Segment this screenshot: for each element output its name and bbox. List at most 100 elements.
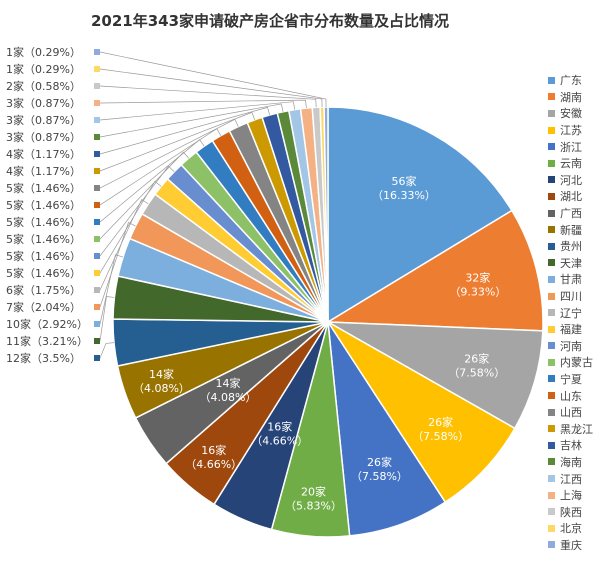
leader-swatch (94, 66, 100, 72)
legend-item: 福建 (548, 321, 593, 338)
legend-swatch (548, 292, 555, 300)
legend-swatch (548, 109, 555, 117)
legend-swatch (548, 275, 555, 283)
legend-label: 福建 (560, 323, 582, 337)
data-label: 16家（4.66%） (185, 443, 242, 471)
leader-swatch (94, 321, 100, 327)
legend-item: 广东 (548, 72, 593, 89)
legend-item: 四川 (548, 288, 593, 305)
data-label: 14家（4.08%） (133, 367, 190, 395)
legend-label: 重庆 (560, 538, 582, 552)
legend-swatch (548, 508, 555, 516)
legend-label: 云南 (560, 157, 582, 171)
data-label: 6家（1.75%） (6, 283, 81, 297)
leader-swatch (94, 304, 100, 310)
pie-slice-安徽 (327, 321, 544, 430)
legend-item: 湖南 (548, 89, 593, 106)
legend-swatch (548, 358, 555, 366)
data-label: 12家（3.5%） (6, 351, 81, 365)
data-label: 20家（5.83%） (285, 485, 342, 513)
legend-item: 浙江 (548, 138, 593, 155)
data-label: 26家（7.58%） (412, 415, 469, 443)
legend-swatch (548, 441, 555, 449)
legend-label: 北京 (560, 522, 582, 536)
legend-item: 山西 (548, 404, 593, 421)
legend-item: 黑龙江 (548, 420, 593, 437)
data-label: 5家（1.46%） (6, 181, 81, 195)
legend-item: 河北 (548, 172, 593, 189)
pie-slice-江苏 (327, 321, 516, 504)
leader-swatch (94, 270, 100, 276)
legend-label: 四川 (560, 290, 582, 304)
data-label: 5家（1.46%） (6, 249, 81, 263)
legend-item: 新疆 (548, 221, 593, 238)
legend-label: 宁夏 (560, 372, 582, 386)
leader-line (94, 99, 307, 109)
legend-swatch (548, 425, 555, 433)
legend-swatch (548, 309, 555, 317)
leader-swatch (94, 185, 100, 191)
leader-swatch (94, 338, 100, 344)
leader-line (94, 51, 327, 108)
legend-label: 湖南 (560, 90, 582, 104)
data-label: 7家（2.04%） (6, 300, 81, 314)
legend-item: 湖北 (548, 188, 593, 205)
legend-label: 内蒙古 (560, 356, 593, 370)
data-label: 14家（4.08%） (200, 376, 257, 404)
legend-swatch (548, 226, 555, 234)
leader-swatch (94, 202, 100, 208)
pie-slice-广东 (327, 106, 513, 324)
leader-swatch (94, 287, 100, 293)
legend-item: 宁夏 (548, 371, 593, 388)
legend-swatch (548, 375, 555, 383)
pie-slice-浙江 (327, 321, 447, 537)
legend-item: 贵州 (548, 238, 593, 255)
legend-item: 北京 (548, 520, 593, 537)
legend-label: 江苏 (560, 124, 582, 138)
legend-label: 湖北 (560, 190, 582, 204)
leader-swatch (94, 236, 100, 242)
legend-label: 山东 (560, 389, 582, 403)
legend-swatch (548, 76, 555, 84)
legend-label: 甘肃 (560, 273, 582, 287)
legend: 广东 湖南 安徽 江苏 浙江 云南 河北 湖北 广西 新疆 贵州 天津 甘肃 四川 辽宁 福建 河南 内蒙古 宁夏山… (548, 72, 593, 553)
legend-swatch (548, 392, 555, 400)
leader-swatch (94, 83, 100, 89)
legend-swatch (548, 159, 555, 167)
leader-swatch (94, 253, 100, 259)
leader-line (94, 85, 317, 108)
legend-label: 安徽 (560, 107, 582, 121)
data-label: 10家（2.92%） (6, 317, 88, 331)
legend-item: 江苏 (548, 122, 593, 139)
data-label: 4家（1.17%） (6, 164, 81, 178)
data-label: 56家（16.33%） (372, 174, 436, 202)
leader-swatch (94, 134, 100, 140)
data-label: 26家（7.58%） (448, 352, 505, 380)
legend-item: 陕西 (548, 503, 593, 520)
legend-item: 江西 (548, 470, 593, 487)
data-label: 5家（1.46%） (6, 266, 81, 280)
legend-item: 云南 (548, 155, 593, 172)
legend-label: 辽宁 (560, 306, 582, 320)
legend-swatch (548, 259, 555, 267)
legend-swatch (548, 126, 555, 134)
legend-swatch (548, 342, 555, 350)
pie-chart: 56家（16.33%）32家（9.33%）26家（7.58%）26家（7.58%… (6, 45, 544, 538)
legend-label: 浙江 (560, 140, 582, 154)
legend-item: 甘肃 (548, 271, 593, 288)
leader-swatch (94, 49, 100, 55)
data-label: 4家（1.17%） (6, 147, 81, 161)
legend-item: 吉林 (548, 437, 593, 454)
leader-swatch (94, 100, 100, 106)
legend-item: 天津 (548, 255, 593, 272)
legend-label: 江西 (560, 472, 582, 486)
legend-label: 天津 (560, 256, 582, 270)
leader-line (94, 296, 115, 342)
legend-item: 广西 (548, 205, 593, 222)
data-label: 11家（3.21%） (6, 334, 88, 348)
legend-label: 河北 (560, 173, 582, 187)
legend-swatch (548, 491, 555, 499)
legend-swatch (548, 192, 555, 200)
data-label: 26家（7.58%） (351, 455, 408, 483)
